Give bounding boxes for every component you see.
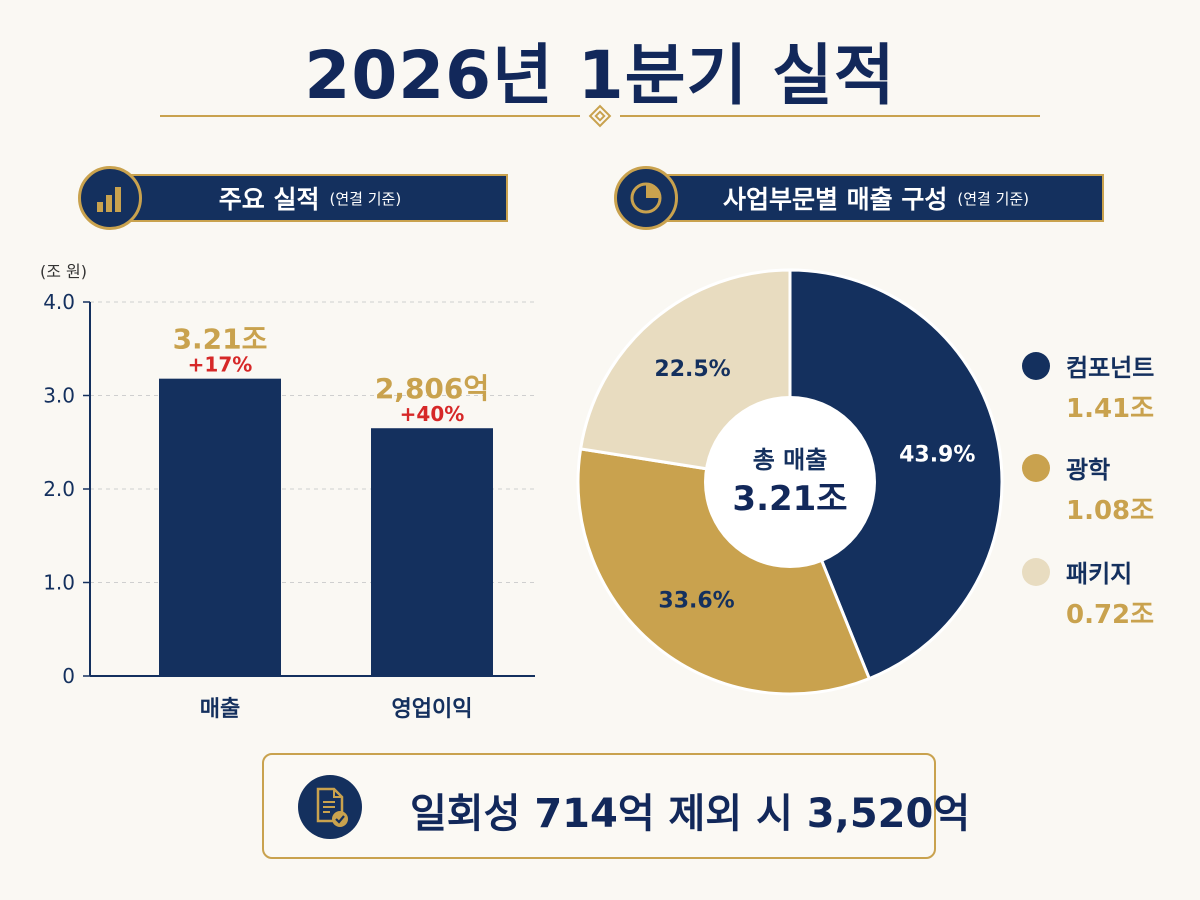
pie-slice-label: 33.6% — [658, 588, 734, 613]
donut-hole — [704, 396, 876, 568]
segment-sales-title: 사업부문별 매출 구성 — [722, 185, 948, 214]
bar-growth-label: +17% — [188, 353, 253, 377]
bar-chart: 0 1.0 2.0 3.0 4.0 3.21조+17% 매출 2,806억+40% 영업이익 — [43, 290, 535, 722]
pie-slice-label: 43.9% — [899, 442, 975, 467]
title-divider — [160, 104, 1040, 128]
legend-value: 1.41조 — [1066, 394, 1155, 424]
legend-name: 광학 — [1066, 456, 1111, 484]
key-results-banner-bar: 주요 실적 (연결 기준) — [112, 174, 508, 222]
pie-slice — [788, 268, 1004, 681]
one-off-adjustment-callout: 일회성 714억 제외 시 3,520억 — [262, 753, 970, 859]
key-results-title: 주요 실적 — [218, 185, 320, 214]
y-tick-label: 1.0 — [43, 571, 75, 595]
bar-growth-label: +40% — [400, 402, 465, 426]
y-tick-label: 4.0 — [43, 290, 75, 314]
donut-center-value: 3.21조 — [732, 479, 847, 519]
pie-slice-label: 22.5% — [654, 357, 730, 382]
segment-sales-banner: 사업부문별 매출 구성 (연결 기준) — [614, 166, 1104, 230]
legend-dot — [1022, 352, 1050, 380]
bar-value-label: 3.21조 — [173, 323, 268, 356]
segment-sales-subtitle: (연결 기준) — [957, 189, 1030, 208]
legend-dot — [1022, 454, 1050, 482]
y-tick-label: 0 — [62, 664, 75, 688]
legend-value: 1.08조 — [1066, 496, 1155, 526]
bar-chart-icon — [78, 166, 142, 230]
page-title: 2026년 1분기 실적 — [304, 37, 896, 114]
segment-sales-banner-bar: 사업부문별 매출 구성 (연결 기준) — [648, 174, 1104, 222]
pie-chart-icon — [614, 166, 678, 230]
one-off-adjustment-text: 일회성 714억 제외 시 3,520억 — [410, 791, 971, 837]
x-category-label: 영업이익 — [392, 697, 473, 722]
legend-name: 컴포넌트 — [1066, 354, 1155, 382]
y-tick-label: 3.0 — [43, 384, 75, 408]
key-results-subtitle: (연결 기준) — [329, 189, 402, 208]
y-tick-label: 2.0 — [43, 477, 75, 501]
donut-center-label: 총 매출 — [753, 446, 828, 474]
bar-chart-unit-label: (조 원) — [40, 262, 88, 281]
legend-dot — [1022, 558, 1050, 586]
key-results-banner: 주요 실적 (연결 기준) — [78, 166, 508, 230]
legend-value: 0.72조 — [1066, 600, 1155, 630]
legend-name: 패키지 — [1066, 560, 1133, 588]
bar-value-label: 2,806억 — [375, 372, 489, 405]
pie-chart: 43.9% 33.6% 22.5% 총 매출 3.21조 — [576, 268, 1004, 696]
document-check-icon — [298, 775, 362, 839]
bar — [371, 428, 493, 676]
bar — [159, 378, 281, 676]
x-category-label: 매출 — [200, 697, 240, 722]
